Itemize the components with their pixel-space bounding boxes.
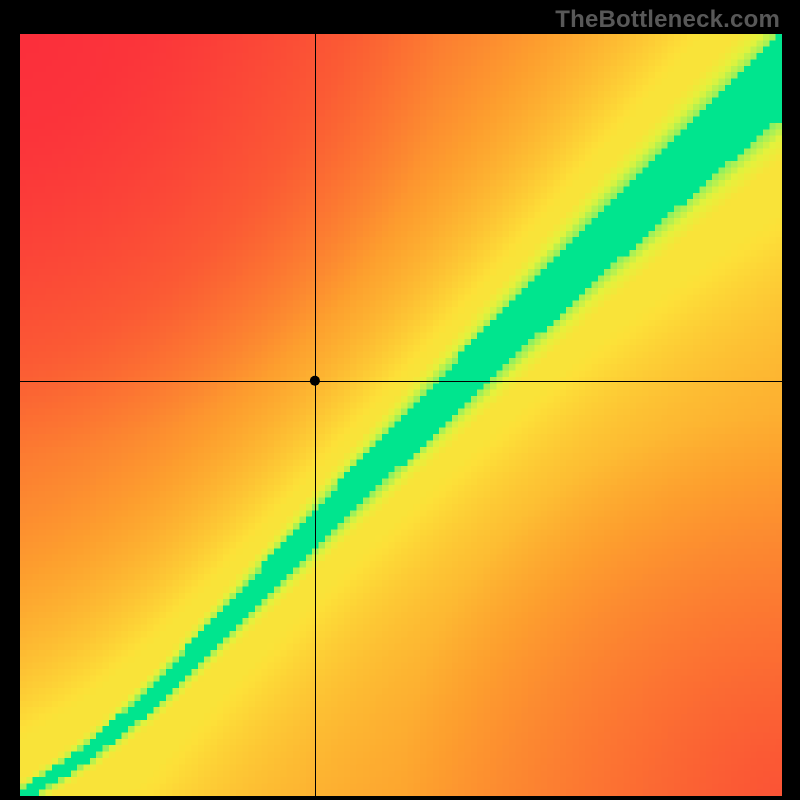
watermark-text: TheBottleneck.com	[555, 6, 780, 34]
crosshair-overlay	[20, 34, 782, 796]
